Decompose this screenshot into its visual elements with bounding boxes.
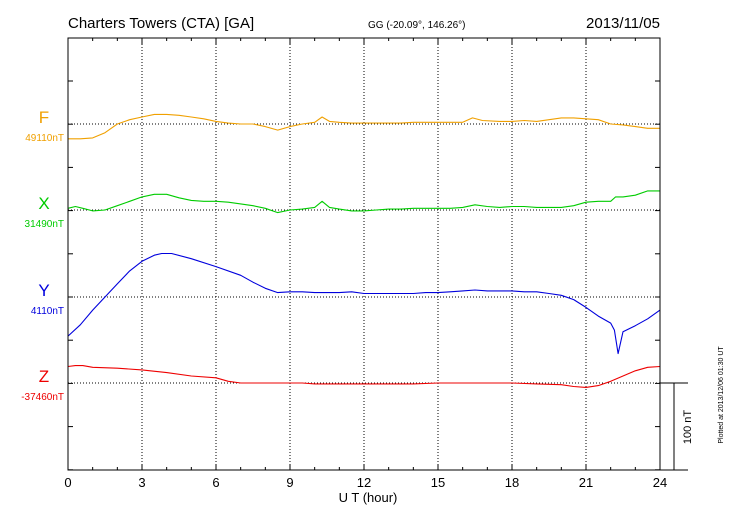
station-title: Charters Towers (CTA) [GA] [68,15,254,32]
x-tick-label-21: 21 [579,475,593,490]
x-axis-label: U T (hour) [339,490,398,505]
grid-lines [68,38,660,470]
date-label: 2013/11/05 [586,15,660,32]
baseline-value-y: 4110nT [31,306,64,317]
component-label-x: X [38,194,49,213]
plotted-timestamp: Plotted at 2013/12/06 01:30 UT [718,346,725,444]
series-line-y [67,252,661,355]
component-label-y: Y [38,281,49,300]
series-lines [67,113,661,388]
x-tick-label-18: 18 [505,475,519,490]
x-tick-label-3: 3 [138,475,145,490]
series-line-x [67,190,660,214]
x-tick-label-0: 0 [64,475,71,490]
series-line-f [68,113,660,140]
x-tick-label-24: 24 [653,475,667,490]
component-label-f: F [39,108,49,127]
coordinates-label: GG (-20.09°, 146.26°) [368,20,466,31]
component-labels: F 49110nT X 31490nT Y 4110nT Z -37460nT [21,108,64,403]
series-line-z [67,365,661,388]
x-tick-label-6: 6 [212,475,219,490]
scale-bar: 100 nT [660,382,694,471]
baseline-value-x: 31490nT [25,219,64,230]
x-tick-label-15: 15 [431,475,445,490]
x-axis: 0 3 6 9 12 15 18 21 24 [64,38,667,490]
baseline-value-f: 49110nT [25,133,64,144]
x-tick-label-9: 9 [286,475,293,490]
x-tick-label-12: 12 [357,475,371,490]
baseline-value-z: -37460nT [21,392,64,403]
scale-bar-label: 100 nT [682,410,694,445]
component-label-z: Z [39,367,49,386]
